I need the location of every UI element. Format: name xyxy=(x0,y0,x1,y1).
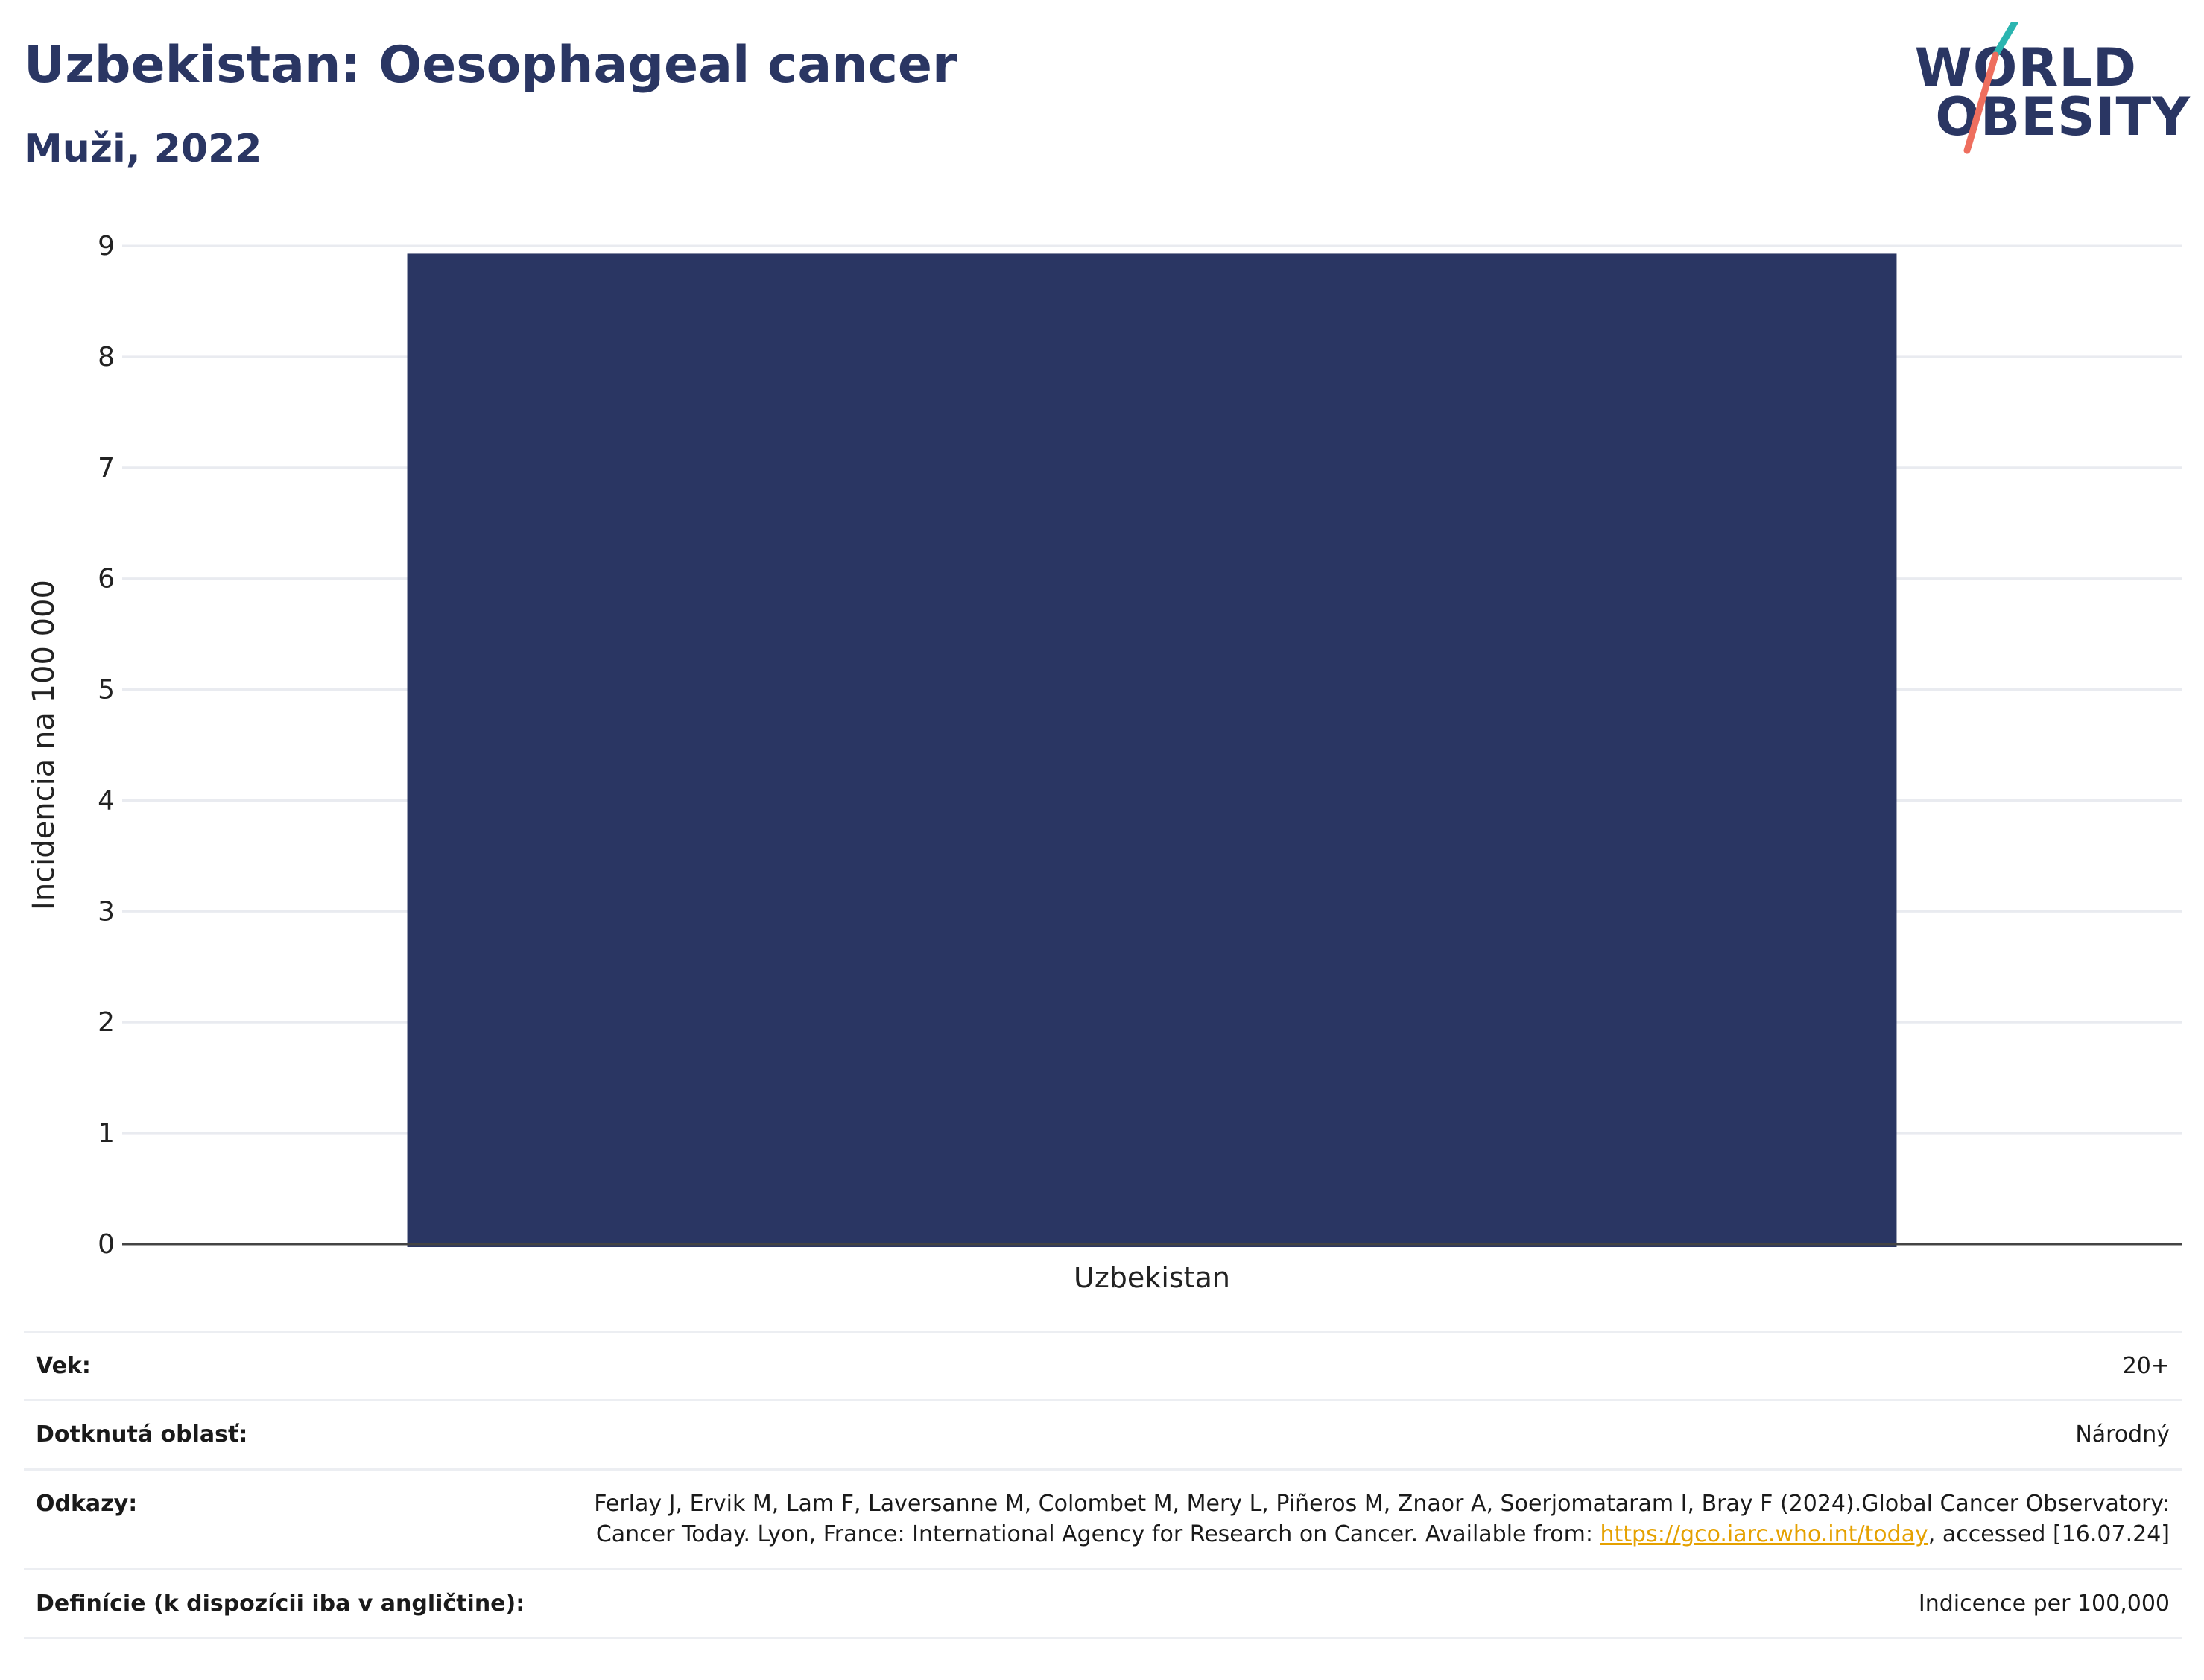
y-tick-label: 5 xyxy=(98,675,115,706)
info-key-references: Odkazy: xyxy=(36,1490,138,1517)
reference-accessed: , accessed [16.07.24] xyxy=(1928,1521,2170,1548)
info-row-definitions: Definície (k dispozícii iba v angličtine… xyxy=(24,1569,2182,1638)
info-value-age: 20+ xyxy=(2122,1353,2170,1379)
y-tick-label: 9 xyxy=(98,231,115,261)
logo-word-world: WORLD xyxy=(1914,37,2137,98)
world-obesity-logo: WORLD OBESITY xyxy=(1915,22,2191,156)
chart-subtitle: Muži, 2022 xyxy=(24,127,262,171)
info-key-area: Dotknutá oblasť: xyxy=(36,1421,248,1448)
chart-title: Uzbekistan: Oesophageal cancer xyxy=(24,36,957,95)
y-tick-label: 0 xyxy=(98,1229,115,1260)
y-axis-title: Incidencia na 100 000 xyxy=(27,580,61,910)
bar xyxy=(407,253,1897,1247)
y-tick-label: 6 xyxy=(98,564,115,595)
bar-chart: 0 1 2 3 4 5 6 7 8 9 Uzbekistan Incidencia na 100 00… xyxy=(27,231,2182,1294)
y-tick-label: 8 xyxy=(98,342,115,373)
reference-link[interactable]: https://gco.iarc.who.int/today xyxy=(1600,1521,1928,1548)
info-row-references: Odkazy: Ferlay J, Ervik M, Lam F, Lavers… xyxy=(24,1469,2182,1570)
y-tick-label: 1 xyxy=(98,1118,115,1149)
info-value-definitions: Indicence per 100,000 xyxy=(1918,1590,2170,1617)
y-tick-label: 4 xyxy=(98,785,115,816)
info-value-area: Národný xyxy=(2075,1421,2170,1448)
info-table: Vek: 20+ Dotknutá oblasť: Národný Odkazy… xyxy=(24,1331,2182,1639)
info-key-definitions: Definície (k dispozícii iba v angličtine… xyxy=(36,1590,525,1617)
logo-slash-icon xyxy=(1963,22,2018,154)
info-row-age: Vek: 20+ xyxy=(24,1331,2182,1401)
y-tick-label: 2 xyxy=(98,1007,115,1038)
x-tick-label: Uzbekistan xyxy=(1074,1261,1230,1294)
info-row-area: Dotknutá oblasť: Národný xyxy=(24,1400,2182,1470)
y-tick-label: 3 xyxy=(98,896,115,927)
reference-text: Ferlay J, Ervik M, Lam F, Laversanne M, … xyxy=(594,1490,2170,1548)
y-tick-label: 7 xyxy=(98,453,115,484)
info-key-age: Vek: xyxy=(36,1353,91,1379)
info-value-references: Ferlay J, Ervik M, Lam F, Laversanne M, … xyxy=(569,1469,2182,1569)
